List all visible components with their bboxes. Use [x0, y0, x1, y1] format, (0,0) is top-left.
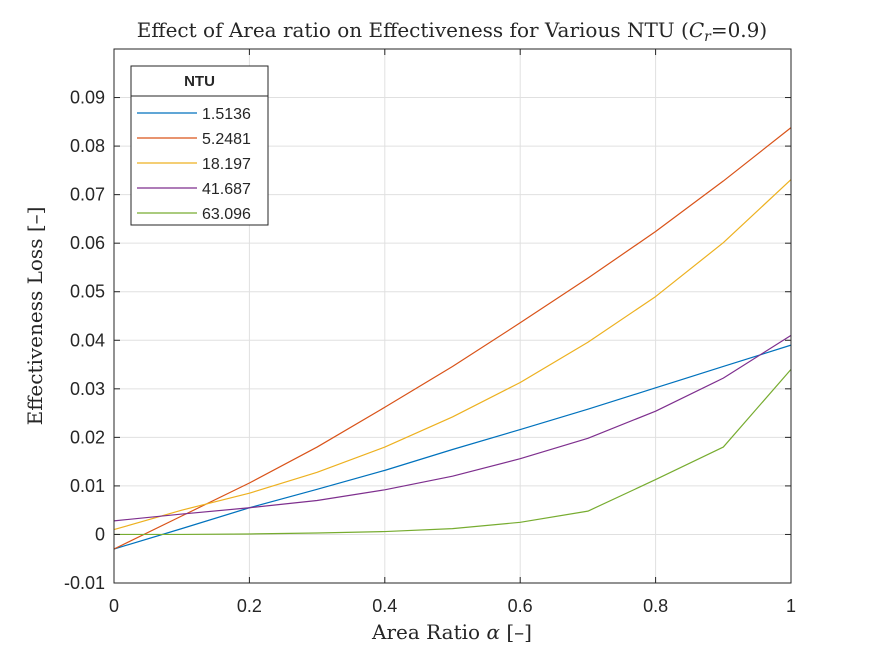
x-axis-label: Area Ratio α [–] [371, 620, 532, 644]
series-line-ntu-5-2481 [113, 127, 792, 550]
y-tick-label: 0.03 [70, 379, 105, 399]
legend-entries: 1.5136 5.2481 18.197 41.687 63.096 [137, 106, 251, 223]
series-line-ntu-41-687 [113, 334, 792, 522]
legend-label: 1.5136 [202, 106, 251, 123]
y-tick-label: 0.01 [70, 476, 105, 496]
series-line-ntu-63-096 [114, 369, 792, 536]
legend-label: 63.096 [202, 206, 251, 223]
x-tick-label: 1 [786, 596, 796, 616]
x-tick-label: 0.2 [237, 596, 262, 616]
axis-ticks: 0 0.2 0.4 0.6 0.8 1-0.0100.010.020.030.040.05… [64, 49, 796, 616]
y-tick-label: 0.07 [70, 185, 105, 205]
y-tick-label: 0.09 [70, 88, 105, 108]
series-line-ntu-18-197 [113, 179, 792, 531]
legend: NTU 1.5136 5.2481 18.197 41.687 63.096 [130, 65, 269, 226]
y-tick-label: 0.08 [70, 136, 105, 156]
y-tick-label: 0.05 [70, 282, 105, 302]
x-tick-label: 0.8 [643, 596, 668, 616]
legend-label: 5.2481 [202, 131, 251, 148]
y-tick-label: 0.06 [70, 233, 105, 253]
legend-label: 18.197 [202, 156, 251, 173]
legend-title: NTU [184, 73, 215, 90]
y-tick-label: -0.01 [64, 573, 105, 593]
x-tick-label: 0.6 [508, 596, 533, 616]
x-tick-label: 0 [109, 596, 119, 616]
series-lines [113, 127, 792, 550]
y-tick-label: 0.04 [70, 330, 105, 350]
legend-box [130, 65, 269, 226]
chart-title: Effect of Area ratio on Effectiveness fo… [137, 18, 767, 45]
axes-box [113, 48, 792, 584]
y-tick-label: 0.02 [70, 427, 105, 447]
series-line-ntu-1-5136 [113, 344, 792, 550]
y-axis-label: Effectiveness Loss [–] [23, 207, 47, 426]
y-tick-label: 0 [95, 524, 105, 544]
x-tick-label: 0.4 [372, 596, 397, 616]
legend-label: 41.687 [202, 181, 251, 198]
